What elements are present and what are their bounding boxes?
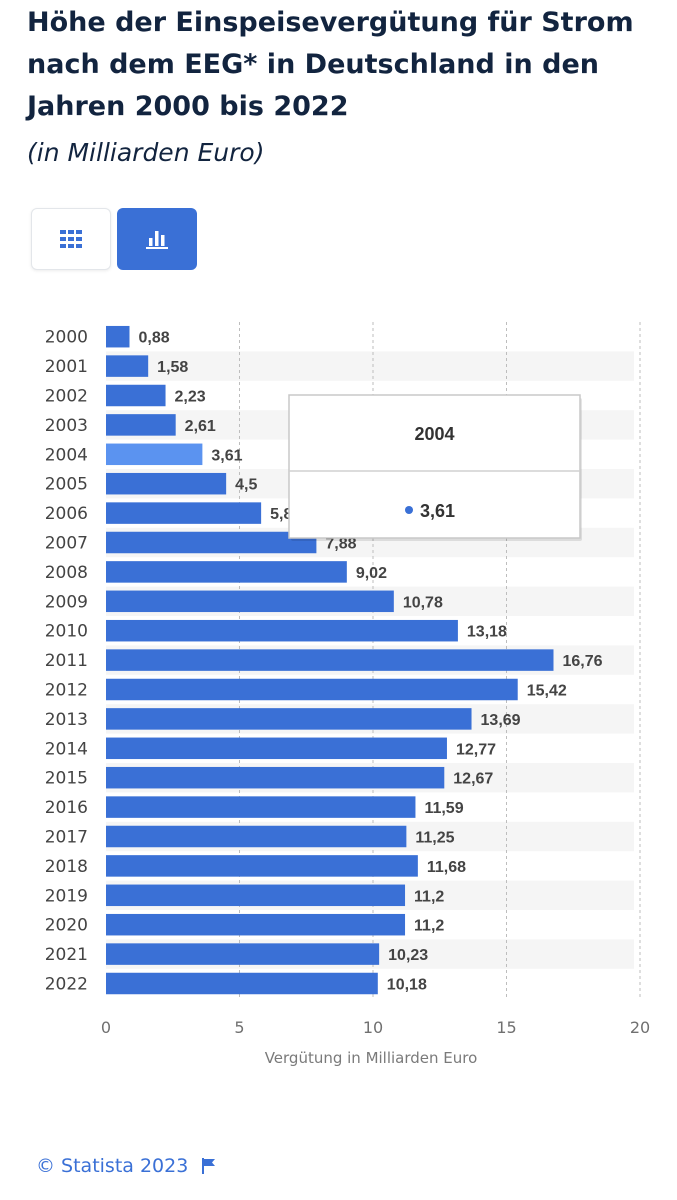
data-label: 12,77 xyxy=(456,741,496,758)
data-label: 11,68 xyxy=(427,859,466,876)
y-tick-label: 2005 xyxy=(45,475,88,495)
bar xyxy=(106,825,407,848)
table-view-button[interactable] xyxy=(31,208,111,270)
bar xyxy=(106,766,445,789)
x-tick-label: 20 xyxy=(630,1018,650,1037)
y-tick-label: 2022 xyxy=(45,975,88,995)
bar xyxy=(106,414,176,436)
y-tick-label: 2016 xyxy=(45,798,88,818)
bar xyxy=(106,884,406,907)
x-tick-label: 15 xyxy=(496,1018,516,1037)
y-tick-label: 2019 xyxy=(45,886,88,906)
row-stripe xyxy=(106,351,634,381)
bar xyxy=(106,531,317,554)
tooltip-year: 2004 xyxy=(414,424,454,444)
y-tick-label: 2017 xyxy=(45,828,88,848)
bar xyxy=(106,619,458,642)
footer: © Statista 2023 xyxy=(36,1155,216,1177)
data-label: 1,58 xyxy=(157,359,188,376)
bar xyxy=(106,708,472,730)
bar xyxy=(106,384,166,407)
data-label: 13,18 xyxy=(467,624,507,641)
bar xyxy=(106,590,394,613)
x-tick-label: 5 xyxy=(234,1018,244,1037)
data-label: 10,23 xyxy=(388,947,428,964)
y-tick-label: 2010 xyxy=(45,622,88,642)
y-tick-label: 2001 xyxy=(45,357,88,377)
bar-chart: 0 5 10 15 20 Vergütung in Milliarden Euro 2000… xyxy=(45,322,650,1067)
bar xyxy=(106,355,149,377)
y-tick-label: 2013 xyxy=(45,710,88,730)
chart-view-button[interactable] xyxy=(117,208,197,270)
y-tick-label: 2009 xyxy=(45,592,88,612)
chart-title: Höhe der Einspeisevergütung für Strom na… xyxy=(27,7,634,122)
flag-icon[interactable] xyxy=(202,1158,216,1174)
x-tick-label: 0 xyxy=(101,1018,111,1037)
bar xyxy=(106,737,447,760)
bar xyxy=(106,502,262,524)
y-tick-label: 2020 xyxy=(45,916,88,936)
y-tick-label: 2015 xyxy=(45,769,88,789)
bar xyxy=(106,678,518,701)
data-label: 4,5 xyxy=(235,477,257,494)
data-label: 16,76 xyxy=(562,653,602,670)
tooltip-series-dot xyxy=(405,506,413,514)
data-label: 10,18 xyxy=(387,977,427,994)
y-tick-label: 2000 xyxy=(45,328,88,348)
bar xyxy=(106,855,418,877)
y-tick-label: 2011 xyxy=(45,651,88,671)
data-label: 12,67 xyxy=(453,771,493,788)
data-label: 13,69 xyxy=(481,712,521,729)
y-tick-label: 2021 xyxy=(45,945,88,965)
bar xyxy=(106,796,416,818)
bar xyxy=(106,972,378,995)
y-tick-label: 2018 xyxy=(45,857,88,877)
chart-subtitle: (in Milliarden Euro) xyxy=(27,138,265,167)
bar xyxy=(106,443,203,466)
data-label: 11,2 xyxy=(414,918,444,935)
data-label: 11,25 xyxy=(415,830,454,847)
bar xyxy=(106,325,130,348)
data-label: 10,78 xyxy=(403,594,443,611)
y-tick-label: 2008 xyxy=(45,563,88,583)
data-label: 7,88 xyxy=(325,536,356,553)
bar xyxy=(106,649,554,671)
data-label: 0,88 xyxy=(138,330,169,347)
y-tick-label: 2007 xyxy=(45,534,88,554)
bar-chart-icon xyxy=(146,231,168,249)
bar xyxy=(106,943,380,965)
tooltip-value: 3,61 xyxy=(420,501,455,521)
y-tick-label: 2003 xyxy=(45,416,88,436)
bar xyxy=(106,472,227,495)
y-tick-label: 2002 xyxy=(45,387,88,407)
x-tick-label: 10 xyxy=(363,1018,383,1037)
tooltip-box xyxy=(288,394,581,539)
data-label: 9,02 xyxy=(356,565,387,582)
data-label: 3,61 xyxy=(211,447,242,464)
copyright-text[interactable]: © Statista 2023 xyxy=(36,1155,189,1177)
bar xyxy=(106,561,347,583)
table-grid-icon xyxy=(60,230,82,248)
y-tick-label: 2014 xyxy=(45,739,88,759)
data-label: 15,42 xyxy=(527,683,567,700)
bar xyxy=(106,913,406,936)
y-tick-label: 2012 xyxy=(45,681,88,701)
data-label: 2,61 xyxy=(185,418,216,435)
x-axis-title: Vergütung in Milliarden Euro xyxy=(265,1049,478,1067)
y-tick-label: 2006 xyxy=(45,504,88,524)
data-label: 2,23 xyxy=(175,389,206,406)
y-tick-label: 2004 xyxy=(45,445,88,465)
data-label: 11,59 xyxy=(424,800,463,817)
data-label: 11,2 xyxy=(414,888,444,905)
